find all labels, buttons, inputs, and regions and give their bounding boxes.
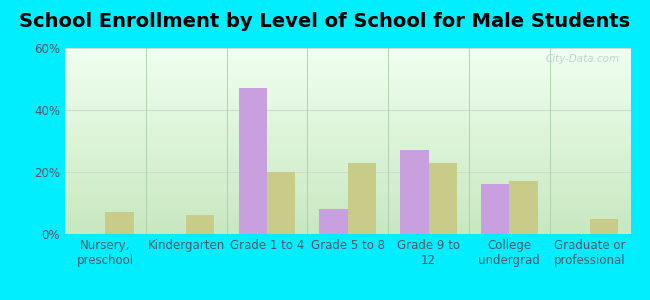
Bar [590,218,618,234]
Bar [481,184,510,234]
Bar [320,209,348,234]
Bar [186,215,214,234]
Bar [428,163,457,234]
Bar [267,172,295,234]
Bar [510,181,538,234]
Bar [105,212,134,234]
Text: City-Data.com: City-Data.com [545,54,619,64]
Bar [400,150,428,234]
Bar [239,88,267,234]
Bar [348,163,376,234]
Text: School Enrollment by Level of School for Male Students: School Enrollment by Level of School for… [20,12,630,31]
